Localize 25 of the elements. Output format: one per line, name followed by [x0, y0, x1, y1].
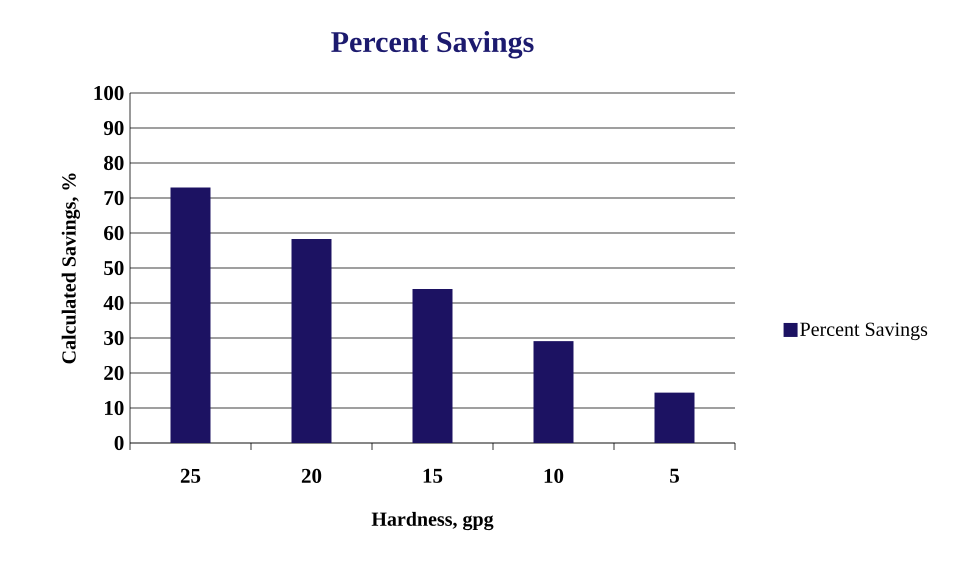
- y-tick-label: 100: [94, 86, 124, 100]
- y-tick-label: 10: [105, 400, 124, 416]
- x-axis-title: Hardness, gpg: [372, 512, 494, 530]
- bar: [654, 392, 695, 443]
- x-tick-label: 15: [424, 468, 442, 483]
- x-tick-label: 20: [302, 468, 322, 483]
- y-tick-label: 50: [104, 260, 124, 276]
- chart-title: Percent Savings: [331, 31, 534, 58]
- bar: [170, 187, 210, 443]
- bar: [292, 238, 332, 443]
- y-axis-title: Calculated Savings, %: [62, 173, 80, 364]
- bar: [412, 289, 453, 443]
- y-tick-label: 70: [104, 190, 124, 206]
- y-tick-label: 0: [114, 436, 124, 450]
- y-tick-label: 20: [104, 366, 124, 380]
- y-tick-label: 60: [104, 226, 124, 240]
- y-tick-label: 80: [104, 156, 124, 170]
- x-tick-label: 10: [544, 468, 564, 483]
- y-tick-label: 90: [104, 120, 124, 136]
- y-tick-label: 40: [104, 296, 124, 310]
- x-tick-label: 5: [670, 468, 679, 483]
- bar: [534, 341, 574, 443]
- x-tick-label: 25: [180, 468, 200, 483]
- legend-label: Percent Savings: [800, 322, 928, 340]
- y-tick-label: 30: [104, 330, 124, 346]
